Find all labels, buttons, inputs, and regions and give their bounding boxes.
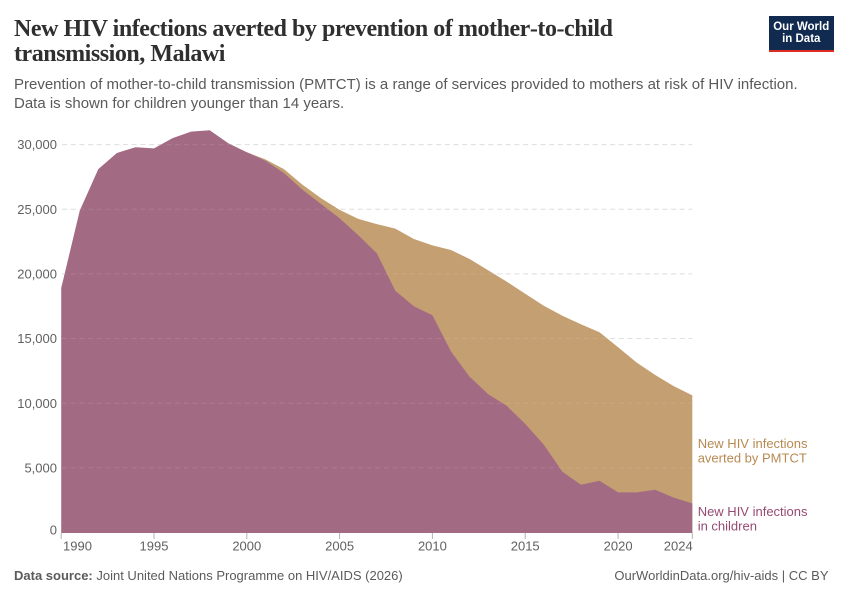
svg-text:25,000: 25,000 [17,202,57,217]
svg-text:1990: 1990 [63,538,92,553]
svg-text:5,000: 5,000 [24,460,57,475]
svg-text:2005: 2005 [325,538,354,553]
svg-text:New HIV infections: New HIV infections [698,504,808,519]
svg-text:averted by PMTCT: averted by PMTCT [698,451,807,466]
svg-text:2024: 2024 [664,538,693,553]
svg-text:15,000: 15,000 [17,331,57,346]
svg-text:20,000: 20,000 [17,267,57,282]
svg-text:2010: 2010 [418,538,447,553]
svg-text:1995: 1995 [140,538,169,553]
svg-text:2000: 2000 [232,538,261,553]
svg-text:in children: in children [698,518,757,533]
svg-text:2015: 2015 [511,538,540,553]
svg-text:New HIV infections: New HIV infections [698,436,808,451]
svg-text:10,000: 10,000 [17,396,57,411]
svg-text:30,000: 30,000 [17,137,57,152]
svg-text:2020: 2020 [604,538,633,553]
svg-text:0: 0 [50,523,57,538]
